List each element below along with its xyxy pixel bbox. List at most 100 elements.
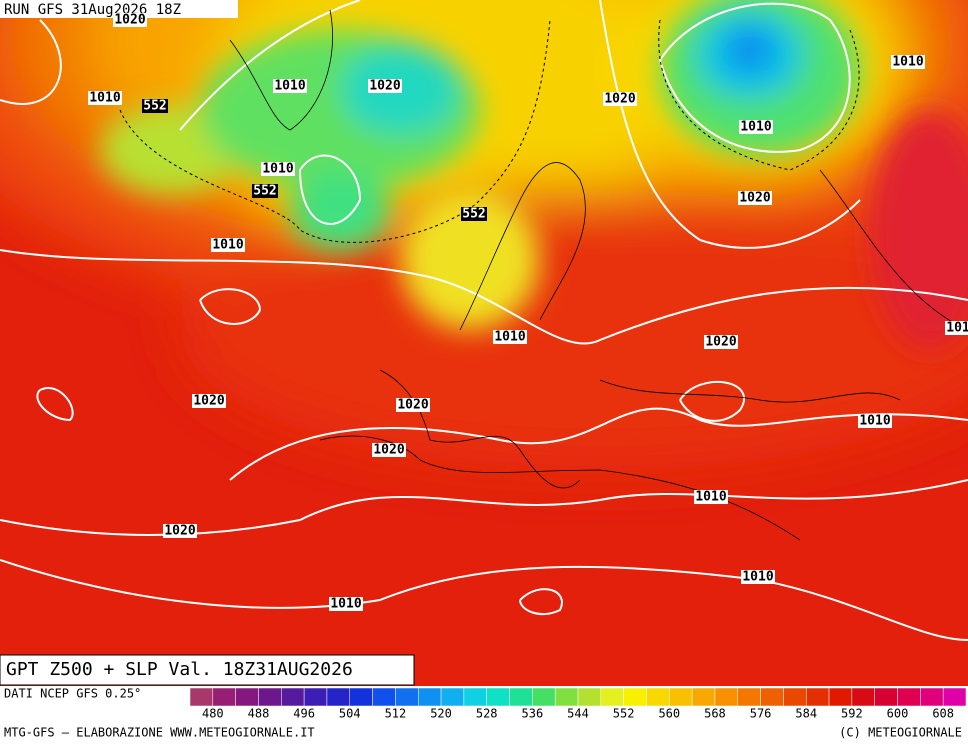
height-label: 552 — [462, 207, 485, 222]
isobar-label-box — [704, 335, 738, 349]
legend-swatch — [417, 687, 442, 707]
height-label-box — [461, 207, 487, 221]
legend-tick-label: 592 — [841, 707, 863, 721]
legend-swatch — [189, 687, 214, 707]
height-label-box — [252, 184, 278, 198]
legend-swatch — [463, 687, 487, 707]
credits: MTG-GFS — ELABORAZIONE WWW.METEOGIORNALE… — [4, 726, 315, 740]
legend-swatch — [235, 687, 259, 707]
height-label: 552 — [253, 184, 276, 199]
color-legend: 480 488 496 504 512 520 528 536 544 552 560 568 576 5… — [189, 687, 967, 721]
isobar-label: 1010 — [859, 414, 890, 429]
legend-swatch — [691, 687, 716, 707]
legend-swatch — [395, 687, 419, 707]
legend-swatch — [258, 687, 282, 707]
isobar-label-box — [738, 191, 772, 205]
isobar-label: 1010 — [740, 120, 771, 135]
legend-swatch — [783, 687, 807, 707]
legend-swatch — [440, 687, 465, 707]
legend-swatch — [646, 687, 670, 707]
legend-swatch — [281, 687, 305, 707]
legend-swatch — [805, 687, 830, 707]
legend-swatch — [509, 687, 533, 707]
isobar-label-box — [603, 92, 637, 106]
isobar-label: 1020 — [193, 394, 224, 409]
legend-swatch — [714, 687, 739, 707]
legend-tick-label: 584 — [795, 707, 817, 721]
legend-tick-label: 552 — [613, 707, 635, 721]
isobar-label: 1020 — [705, 335, 736, 350]
legend-swatch — [737, 687, 761, 707]
map-title: GPT Z500 + SLP Val. 18Z31AUG2026 — [6, 659, 353, 680]
isobar-label-box — [858, 414, 892, 428]
legend-swatch — [326, 687, 351, 707]
isobars — [0, 0, 968, 641]
isobar-label-box — [211, 238, 245, 252]
isobar-label-box — [163, 524, 197, 538]
height-label-box — [142, 99, 168, 113]
isobar-label: 1020 — [114, 13, 145, 28]
data-source: DATI NCEP GFS 0.25° — [4, 687, 141, 701]
isobar-label: 1020 — [373, 443, 404, 458]
legend-tick-label: 528 — [476, 707, 498, 721]
legend-swatch — [486, 687, 510, 707]
legend-tick-label: 576 — [750, 707, 772, 721]
legend-swatch — [623, 687, 647, 707]
legend-tick-label: 488 — [248, 707, 270, 721]
isobar-label: 1020 — [604, 92, 635, 107]
legend-swatch — [920, 687, 944, 707]
legend-tick-label: 600 — [887, 707, 909, 721]
legend-swatch — [554, 687, 579, 707]
legend-swatch — [874, 687, 898, 707]
isobar-label: 1020 — [369, 79, 400, 94]
legend-swatch — [349, 687, 373, 707]
legend-swatch — [851, 687, 875, 707]
isobar-label-box — [88, 91, 122, 105]
legend-swatch — [577, 687, 602, 707]
isobar-label: 1010 — [330, 597, 361, 612]
isobar-label-box — [945, 321, 968, 335]
isobar-label-box — [891, 55, 925, 69]
isobar-label: 1010 — [892, 55, 923, 70]
isobar-label-box — [694, 490, 728, 504]
legend-swatch — [372, 687, 396, 707]
legend-tick-label: 496 — [293, 707, 315, 721]
title-box — [0, 654, 415, 686]
legend-tick-label: 608 — [932, 707, 954, 721]
run-box — [0, 0, 238, 18]
legend-swatch — [303, 687, 328, 707]
legend-tick-label: 504 — [339, 707, 361, 721]
run-label: RUN GFS 31Aug2026 18Z — [4, 2, 181, 18]
legend-swatch — [669, 687, 693, 707]
isobar-label: 1020 — [164, 524, 195, 539]
legend-swatch — [600, 687, 624, 707]
legend-tick-label: 536 — [522, 707, 544, 721]
isobar-label: 1020 — [397, 398, 428, 413]
legend-tick-label: 520 — [430, 707, 452, 721]
isobar-label-box — [329, 597, 363, 611]
legend-tick-label: 512 — [385, 707, 407, 721]
isobar-label-box — [113, 13, 147, 27]
legend-swatch — [532, 687, 556, 707]
isobar-label-box — [739, 120, 773, 134]
copyright: (C) METEOGIORNALE — [839, 726, 962, 740]
legend-swatch — [897, 687, 921, 707]
isobar-label-box — [368, 79, 402, 93]
map-field — [0, 0, 968, 686]
legend-swatch — [212, 687, 236, 707]
isobar-label: 1010 — [89, 91, 120, 106]
isobar-label-box — [273, 79, 307, 93]
isobar-label: 1020 — [739, 191, 770, 206]
isobar-label-box — [372, 443, 406, 457]
legend-tick-label: 568 — [704, 707, 726, 721]
legend-swatch — [828, 687, 853, 707]
isobar-label: 1010 — [262, 162, 293, 177]
height-label: 552 — [143, 99, 166, 114]
isobar-label-box — [192, 394, 226, 408]
isobar-label: 1010 — [494, 330, 525, 345]
isobar-label-box — [741, 570, 775, 584]
isobar-label-box — [396, 398, 430, 412]
isobar-labels: 1020 1010 552 1010 1020 1010 552 552 1010 1020 101… — [88, 13, 968, 612]
legend-tick-label: 480 — [202, 707, 224, 721]
